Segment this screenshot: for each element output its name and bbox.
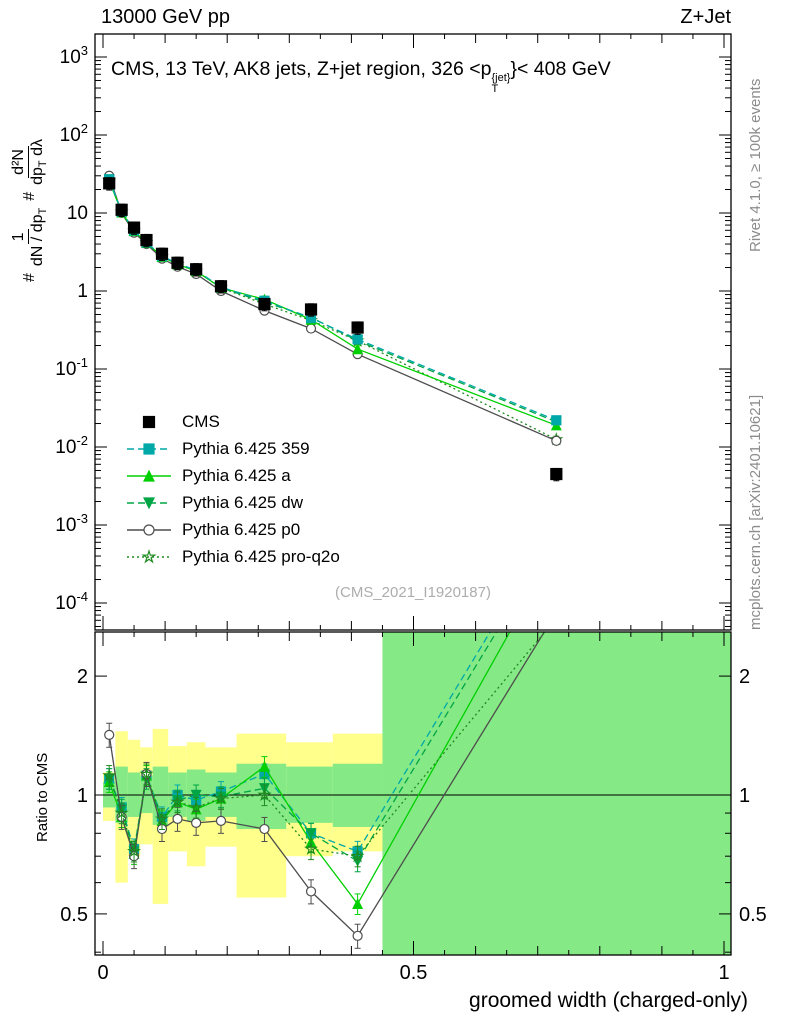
series-pythia-6-425-359: [104, 174, 562, 426]
main-y-tick-label: 10-3: [55, 511, 88, 536]
series-pythia-6-425-pro-q2o: [102, 173, 564, 446]
legend-item: Pythia 6.425 a: [126, 466, 340, 485]
ylabel-frac1: 1 dN / dpT: [10, 207, 50, 267]
legend-marker-sample: [142, 415, 156, 428]
x-axis-title: groomed width (charged-only): [469, 989, 748, 1012]
ratio-y-tick-label: 2: [77, 666, 88, 688]
legend-label: CMS: [182, 411, 220, 431]
series-cms: [103, 177, 563, 482]
plot-title-pre: CMS, 13 TeV, AK8 jets, Z+jet region, 326…: [111, 58, 492, 80]
main-y-tick-label: 10-1: [55, 355, 88, 380]
plot-title-sub: T: [491, 83, 499, 95]
rivet-version-label: Rivet 4.1.0, ≥ 100k events: [747, 78, 764, 252]
main-y-tick-label: 1: [77, 281, 88, 302]
legend-label: Pythia 6.425 p0: [182, 519, 301, 539]
legend-label: Pythia 6.425 dw: [182, 492, 303, 512]
analysis-id-watermark: (CMS_2021_I1920187): [335, 584, 491, 601]
legend-marker-sample: [127, 469, 171, 482]
x-tick-label: 0.5: [400, 962, 428, 984]
legend-item: Pythia 6.425 pro-q2o: [126, 547, 340, 566]
ratio-y-tick-label: 1: [77, 785, 88, 807]
main-y-tick-label: 102: [60, 121, 88, 146]
series-pythia-6-425-pro-q2o: [102, 632, 546, 868]
main-y-tick-label: 10: [67, 203, 88, 224]
ratio-y-axis-label: Ratio to CMS: [34, 752, 51, 842]
mcplots-attribution-label: mcplots.cern.ch [arXiv:2401.10621]: [747, 394, 764, 630]
plot-title-sup: {jet}: [491, 72, 511, 84]
beam-energy-label: 13000 GeV pp: [101, 6, 230, 28]
ratio-uncertainty-bands: [103, 632, 731, 955]
series-pythia-6-425-p0: [104, 170, 562, 446]
ratio-y-tick-label-right: 1: [739, 785, 750, 807]
legend-item: Pythia 6.425 p0: [126, 520, 340, 539]
legend-label: Pythia 6.425 359: [182, 438, 310, 458]
pt-jet-subsup: {jet} T: [492, 73, 511, 95]
plot-title: CMS, 13 TeV, AK8 jets, Z+jet region, 326…: [111, 58, 611, 95]
ylabel-hash2: #: [21, 191, 39, 201]
ratio-y-tick-label-right: 0.5: [739, 904, 767, 926]
legend-item: Pythia 6.425 dw: [126, 493, 340, 512]
legend-label: Pythia 6.425 pro-q2o: [182, 546, 340, 566]
ylabel-frac2: d²N dpT dλ: [10, 138, 50, 185]
legend-label: Pythia 6.425 a: [182, 465, 291, 485]
process-label: Z+Jet: [680, 6, 731, 28]
ratio-y-tick-label-right: 2: [739, 666, 750, 688]
legend-marker-sample: [127, 523, 171, 536]
series-pythia-6-425-a: [103, 174, 562, 431]
main-y-tick-label: 103: [60, 43, 88, 68]
legend-marker-sample: [127, 496, 171, 509]
main-y-axis-label: # 1 dN / dpT # d²N dpT dλ: [10, 139, 50, 282]
ratio-y-tick-label: 0.5: [60, 904, 88, 926]
series-pythia-6-425-dw: [103, 174, 562, 428]
ylabel-hash1: #: [21, 273, 39, 282]
plot-title-post: }< 408 GeV: [510, 58, 611, 80]
legend-item: CMS: [126, 412, 340, 431]
legend: CMS Pythia 6.425 359 Pythia 6.425 a Pythia …: [126, 412, 340, 566]
legend-item: Pythia 6.425 359: [126, 439, 340, 458]
x-tick-label: 0: [97, 962, 108, 984]
main-y-tick-label: 10-4: [55, 589, 88, 614]
legend-marker-sample: [127, 442, 171, 455]
main-y-tick-label: 10-2: [55, 433, 88, 458]
legend-marker-sample: [127, 548, 171, 564]
x-tick-label: 1: [718, 962, 729, 984]
